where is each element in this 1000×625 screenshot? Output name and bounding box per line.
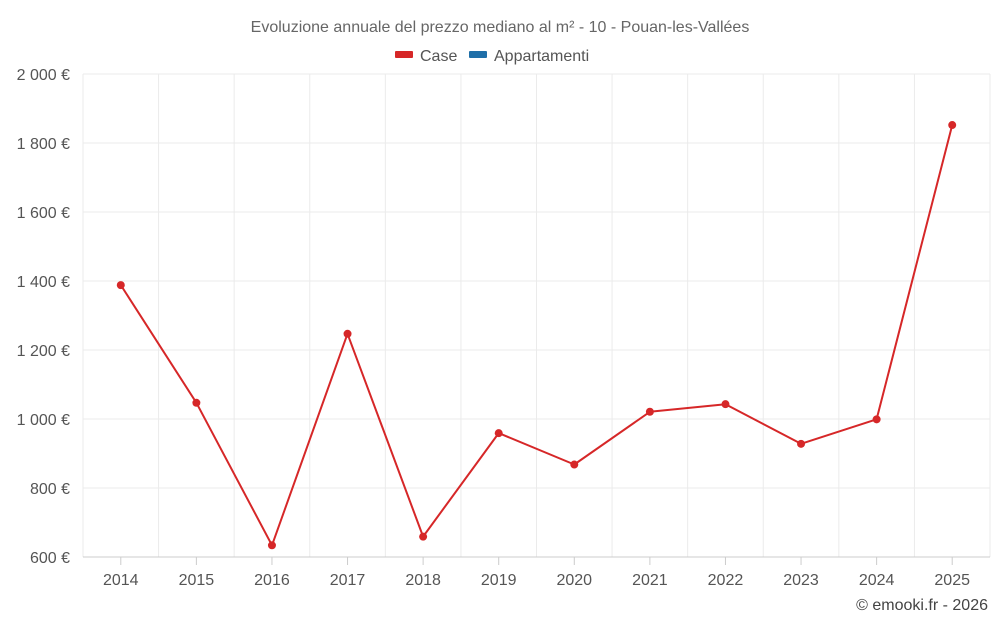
data-point: [570, 460, 579, 469]
y-tick-label: 1 000 €: [17, 412, 70, 429]
y-tick-label: 1 600 €: [17, 205, 70, 222]
y-tick-label: 2 000 €: [17, 67, 70, 84]
data-point: [645, 407, 654, 416]
x-tick-label: 2019: [481, 572, 517, 589]
x-tick-label: 2014: [103, 572, 139, 589]
data-point: [267, 541, 276, 550]
data-point: [872, 415, 881, 424]
legend-label-case: Case: [420, 48, 457, 65]
y-axis: 600 € 800 € 1 000 € 1 200 € 1 400 € 1 600 € 1 …: [17, 67, 70, 567]
x-tick-label: 2017: [330, 572, 366, 589]
data-point: [116, 281, 125, 290]
y-tick-label: 1 400 €: [17, 274, 70, 291]
data-point: [494, 429, 503, 438]
x-tick-label: 2025: [934, 572, 970, 589]
series-line-case: [119, 124, 954, 547]
y-tick-label: 1 200 €: [17, 343, 70, 360]
series-layer: [116, 121, 957, 550]
y-tick-label: 600 €: [30, 550, 70, 567]
legend-swatch-appartamenti: [469, 51, 487, 58]
legend-swatch-case: [395, 51, 413, 58]
data-point: [721, 400, 730, 409]
x-tick-label: 2020: [556, 572, 592, 589]
x-tick-label: 2015: [179, 572, 215, 589]
data-point: [948, 121, 957, 130]
y-tick-label: 800 €: [30, 481, 70, 498]
y-tick-label: 1 800 €: [17, 136, 70, 153]
grid: [82, 73, 991, 558]
x-tick-label: 2022: [708, 572, 744, 589]
x-tick-label: 2018: [405, 572, 441, 589]
data-point: [419, 532, 428, 541]
x-axis: 2014 2015 2016 2017 2018 2019 2020 2021 2022 2023…: [83, 556, 990, 589]
data-point: [797, 439, 806, 448]
x-tick-label: 2021: [632, 572, 668, 589]
x-tick-label: 2023: [783, 572, 819, 589]
credit-text: © emooki.fr - 2026: [856, 597, 988, 614]
data-point: [192, 398, 201, 407]
chart-title: Evoluzione annuale del prezzo mediano al…: [251, 19, 750, 36]
legend-label-appartamenti: Appartamenti: [494, 48, 589, 65]
x-tick-label: 2016: [254, 572, 290, 589]
data-point: [343, 329, 352, 338]
legend: Case Appartamenti: [395, 48, 589, 65]
x-tick-label: 2024: [859, 572, 895, 589]
